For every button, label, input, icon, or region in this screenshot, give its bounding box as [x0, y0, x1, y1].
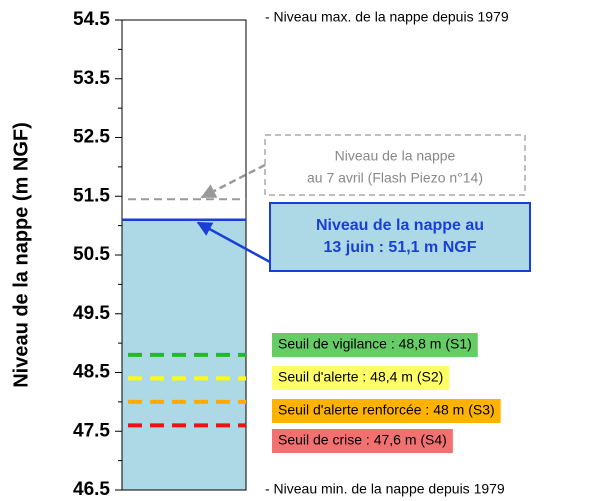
threshold-box — [272, 399, 501, 423]
y-tick-label: 50.5 — [73, 244, 110, 265]
current-label: Niveau de la nappe au — [316, 217, 484, 234]
y-tick-label: 53.5 — [73, 68, 110, 89]
current-label: 13 juin : 51,1 m NGF — [324, 239, 477, 256]
max-label: - Niveau max. de la nappe depuis 1979 — [265, 9, 509, 25]
y-tick-label: 51.5 — [73, 185, 110, 206]
threshold-label: Seuil d'alerte renforcée : 48 m (S3) — [278, 402, 495, 418]
threshold-box — [272, 366, 450, 390]
threshold-box — [272, 429, 453, 453]
current-arrow — [196, 221, 271, 264]
previous-box — [264, 134, 526, 196]
previous-label: au 7 avril (Flash Piezo n°14) — [307, 170, 483, 186]
previous-label: Niveau de la nappe — [335, 148, 456, 164]
y-axis-label: Niveau de la nappe (m NGF) — [10, 122, 32, 388]
threshold-label: Seuil de crise : 47,6 m (S4) — [278, 432, 447, 448]
previous-arrow — [200, 163, 266, 199]
y-tick-label: 54.5 — [73, 9, 110, 30]
min-label: - Niveau min. de la nappe depuis 1979 — [265, 481, 505, 497]
y-tick-label: 46.5 — [73, 479, 110, 500]
threshold-label: Seuil d'alerte : 48,4 m (S2) — [278, 369, 443, 385]
threshold-box — [272, 333, 478, 357]
y-tick-label: 48.5 — [73, 362, 110, 383]
y-tick-label: 52.5 — [73, 127, 110, 148]
threshold-label: Seuil de vigilance : 48,8 m (S1) — [278, 336, 472, 352]
current-box — [269, 202, 531, 272]
y-tick-label: 47.5 — [73, 420, 110, 441]
y-tick-label: 49.5 — [73, 303, 110, 324]
